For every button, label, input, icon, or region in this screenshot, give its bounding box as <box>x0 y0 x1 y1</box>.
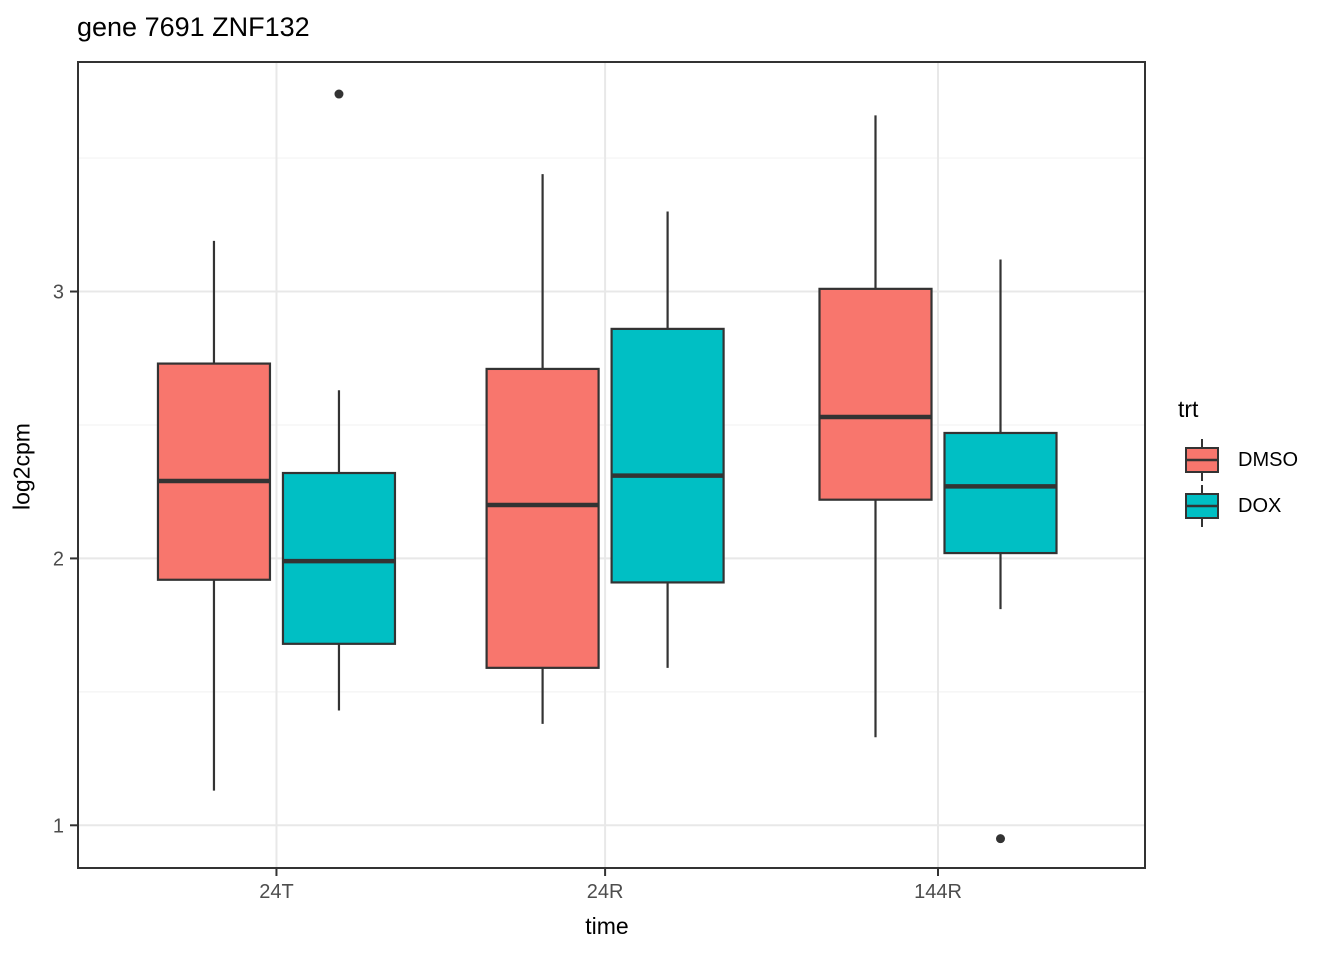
x-tick-label: 24R <box>587 881 624 903</box>
plot-title: gene 7691 ZNF132 <box>77 12 310 42</box>
legend: trt DMSO DOX <box>1178 396 1298 529</box>
legend-title: trt <box>1178 396 1199 422</box>
y-tick-label: 2 <box>53 548 64 570</box>
legend-key-dmso-boxplot-icon <box>1185 439 1219 481</box>
y-tick-label: 3 <box>53 282 64 304</box>
outlier-point <box>334 89 344 99</box>
y-axis-title: log2cpm <box>8 423 35 510</box>
box-dox-24r <box>610 327 725 584</box>
y-tick-label: 1 <box>53 815 64 837</box>
box-dmso-144r <box>818 287 933 501</box>
legend-item-dmso: DMSO <box>1178 437 1298 483</box>
panel-border <box>77 61 1146 869</box>
legend-label-dox: DOX <box>1238 494 1282 517</box>
box-dmso-24t <box>156 362 272 581</box>
outlier-point <box>996 834 1006 844</box>
x-tick-label: 144R <box>914 881 962 903</box>
box-dox-24t <box>281 471 397 645</box>
box-dox-144r <box>943 431 1058 555</box>
legend-key-dox-boxplot-icon <box>1185 485 1219 527</box>
x-axis-title: time <box>585 913 629 939</box>
box-dmso-24r <box>485 367 600 669</box>
legend-item-dox: DOX <box>1178 483 1298 529</box>
legend-label-dmso: DMSO <box>1238 448 1298 471</box>
x-tick-label: 24T <box>259 881 293 903</box>
